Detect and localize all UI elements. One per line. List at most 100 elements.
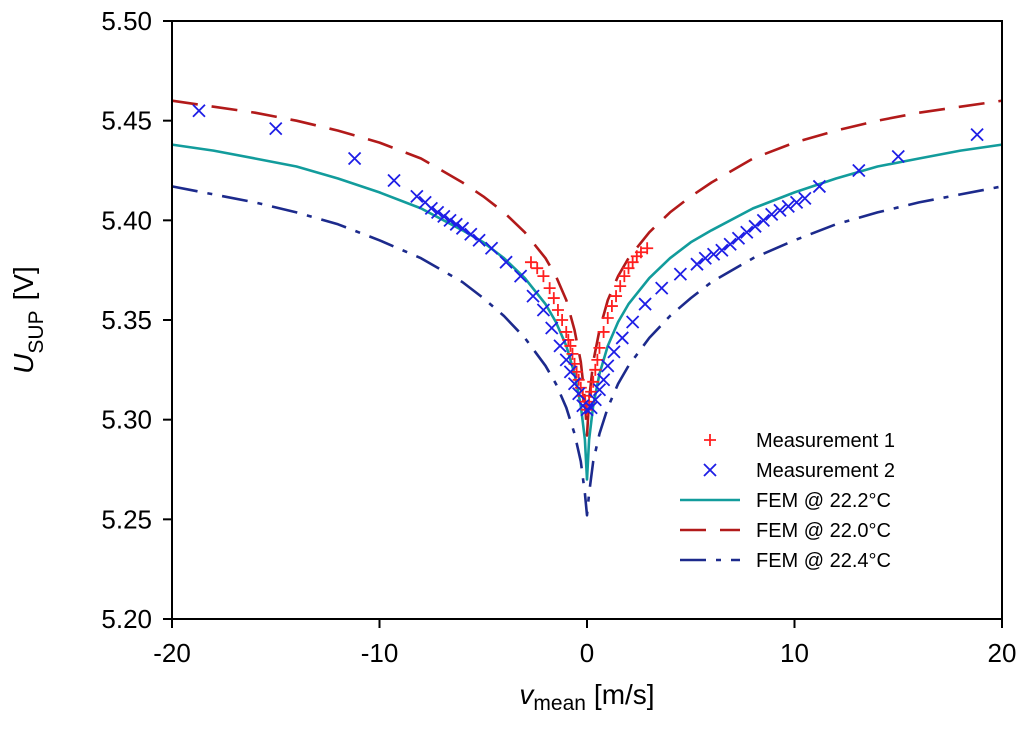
data-point <box>430 205 445 219</box>
legend-label: FEM @ 22.2°C <box>756 490 891 512</box>
data-point <box>556 314 569 326</box>
data-point <box>723 237 737 251</box>
data-point <box>698 251 712 265</box>
data-point <box>526 289 540 303</box>
data-point <box>563 365 578 379</box>
data-point <box>562 333 575 346</box>
data-point <box>464 227 478 241</box>
x-axis-title-sub: mean <box>533 692 586 715</box>
data-point <box>607 345 621 359</box>
data-point <box>559 353 573 367</box>
data-point <box>715 243 729 257</box>
data-point <box>472 233 486 247</box>
x-axis-title-unit: [m/s] <box>594 679 655 710</box>
x-tick-label: 10 <box>780 638 809 668</box>
x-tick-label: 0 <box>580 638 594 668</box>
data-point <box>513 269 528 283</box>
data-point <box>740 225 754 239</box>
legend-item: FEM @ 22.2°C <box>680 490 891 512</box>
data-point <box>634 246 647 259</box>
legend-label: FEM @ 22.0°C <box>756 520 891 542</box>
data-point <box>731 231 746 245</box>
data-point <box>615 331 629 345</box>
data-point <box>455 221 470 235</box>
x-axis-title: vmean [m/s] <box>519 679 654 715</box>
y-tick-label: 5.35 <box>101 305 152 335</box>
data-point <box>592 383 607 397</box>
y-axis-title: USUP [V] <box>8 266 48 374</box>
data-point <box>424 201 439 216</box>
data-point <box>269 122 283 136</box>
data-point <box>773 203 787 218</box>
data-point <box>192 104 206 118</box>
data-point <box>484 241 499 255</box>
data-point <box>591 353 604 366</box>
legend-item: FEM @ 22.4°C <box>680 550 891 572</box>
data-point <box>545 321 559 335</box>
data-point <box>970 127 984 142</box>
data-point <box>551 304 564 317</box>
legend-label: Measurement 2 <box>756 460 895 482</box>
data-point <box>798 191 812 206</box>
data-point <box>564 339 577 352</box>
y-axis-title-main: U <box>8 353 39 374</box>
legend-item: Measurement 2 <box>703 460 895 482</box>
y-tick-label: 5.25 <box>101 504 152 534</box>
legend-item: Measurement 1 <box>704 430 895 452</box>
data-point <box>584 401 598 415</box>
data-point <box>553 339 567 353</box>
data-point <box>706 247 721 261</box>
data-point <box>589 363 602 376</box>
data-point <box>387 173 401 188</box>
data-point <box>536 303 551 317</box>
data-point <box>449 217 463 231</box>
data-point <box>655 281 669 295</box>
data-point <box>547 292 560 305</box>
data-point <box>756 213 771 227</box>
data-point <box>524 256 537 269</box>
data-point <box>499 255 513 269</box>
data-point <box>601 312 614 325</box>
data-point <box>576 389 589 402</box>
data-point <box>781 199 795 214</box>
data-point <box>765 207 779 221</box>
data-point <box>614 280 627 293</box>
data-point <box>605 300 618 313</box>
legend-label: Measurement 1 <box>756 430 895 452</box>
data-point <box>531 262 544 275</box>
data-point <box>580 403 594 417</box>
data-point <box>690 257 704 271</box>
data-point <box>572 387 586 401</box>
data-point <box>588 393 602 407</box>
data-point <box>537 270 550 283</box>
legend: Measurement 1 Measurement 2 FEM @ 22.2°C FE… <box>680 430 895 572</box>
y-tick-label: 5.45 <box>101 106 152 136</box>
data-point <box>852 163 866 178</box>
data-point <box>570 365 583 378</box>
data-point <box>812 179 827 194</box>
data-point <box>593 341 606 354</box>
series-line-3 <box>171 185 1003 517</box>
data-point <box>566 347 579 360</box>
legend-swatch <box>704 434 716 446</box>
series-line-2 <box>171 99 1003 437</box>
y-tick-label: 5.30 <box>101 405 152 435</box>
x-tick-label: -10 <box>361 638 399 668</box>
data-point <box>347 151 362 166</box>
data-point <box>543 282 556 295</box>
series-markers-2 <box>192 104 984 417</box>
data-point <box>597 325 610 338</box>
y-tick-label: 5.40 <box>101 205 152 235</box>
data-point <box>626 315 640 329</box>
axis-ticks: -20 -10 0 10 20 5.20 5.25 5.30 5.35 5.40 5.45 5.50 <box>101 6 1016 668</box>
data-point <box>641 242 654 255</box>
y-tick-label: 5.50 <box>101 6 152 36</box>
data-point <box>587 375 600 388</box>
y-axis-title-sub: SUP <box>25 310 48 353</box>
legend-label: FEM @ 22.4°C <box>756 550 891 572</box>
legend-item: FEM @ 22.0°C <box>680 520 891 542</box>
data-point <box>618 270 631 283</box>
data-point <box>560 325 573 338</box>
data-point <box>410 189 424 204</box>
